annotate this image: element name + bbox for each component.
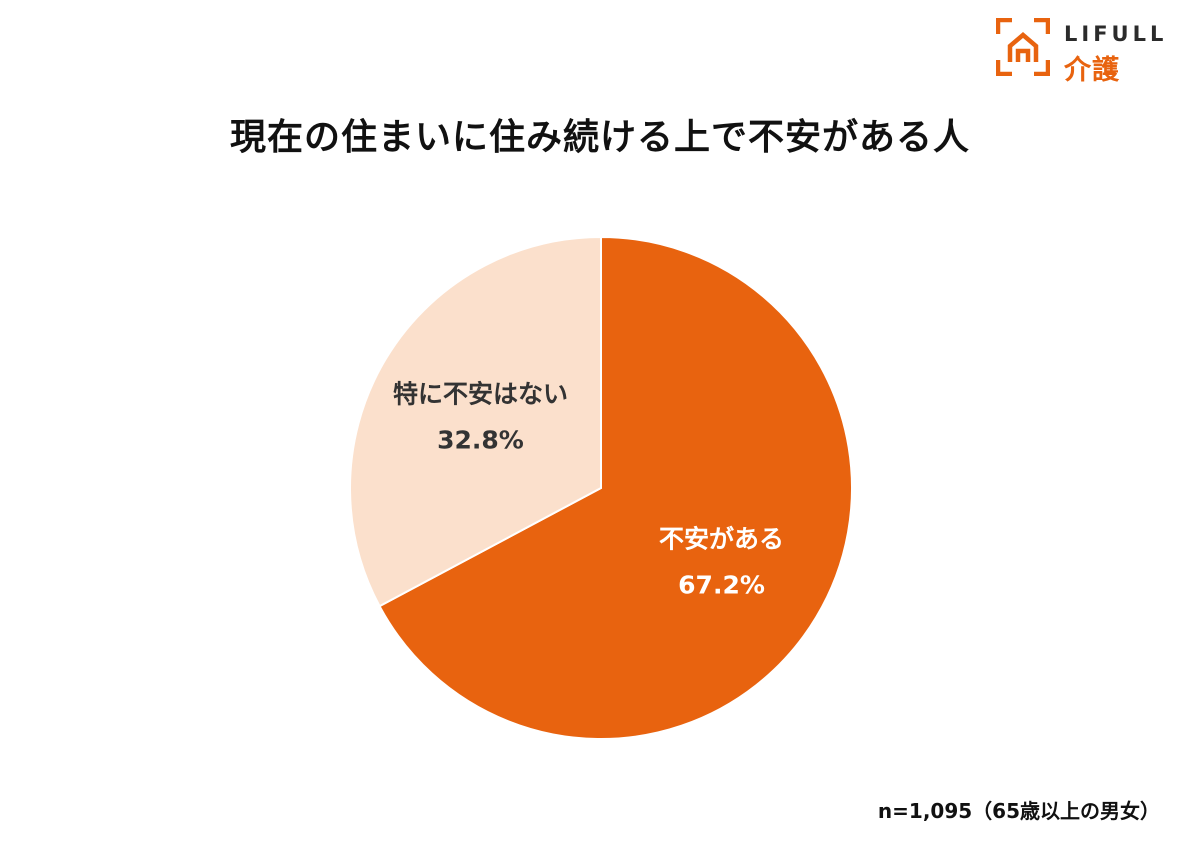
slice-value-anxious: 67.2% [678,570,765,599]
brand-logo: LIFULL 介護 [996,18,1186,86]
chart-title: 現在の住まいに住み続ける上で不安がある人 [229,117,970,158]
slice-label-not-anxious: 特に不安はない [393,380,568,409]
pie-slice-not-anxious [349,235,602,608]
service-name: 介護 [1064,55,1120,86]
slice-value-not-anxious: 32.8% [437,426,524,455]
house-bracket-icon [996,18,1050,76]
slice-label-anxious: 不安がある [659,524,784,553]
brand-name: LIFULL [1064,22,1168,46]
sample-size-note: n=1,095（65歳以上の男女） [877,799,1160,823]
pie-slice-anxious [378,235,853,740]
